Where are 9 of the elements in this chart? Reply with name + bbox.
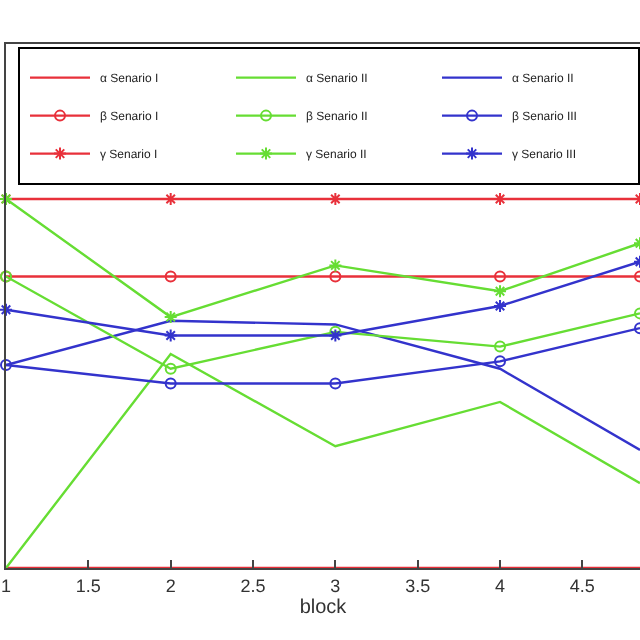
- x-tick-label: 1: [0, 575, 12, 596]
- x-axis-title: block: [299, 596, 349, 619]
- x-tick-label: 1.5: [75, 575, 101, 596]
- x-tick-label: 2.5: [240, 575, 266, 596]
- x-tick-label: 4: [495, 575, 506, 596]
- x-tick-label: 4.5: [569, 575, 595, 596]
- x-tick-label: 2: [165, 575, 176, 596]
- x-tick-label: 3: [330, 575, 341, 596]
- x-tick-label: 3.5: [405, 575, 431, 596]
